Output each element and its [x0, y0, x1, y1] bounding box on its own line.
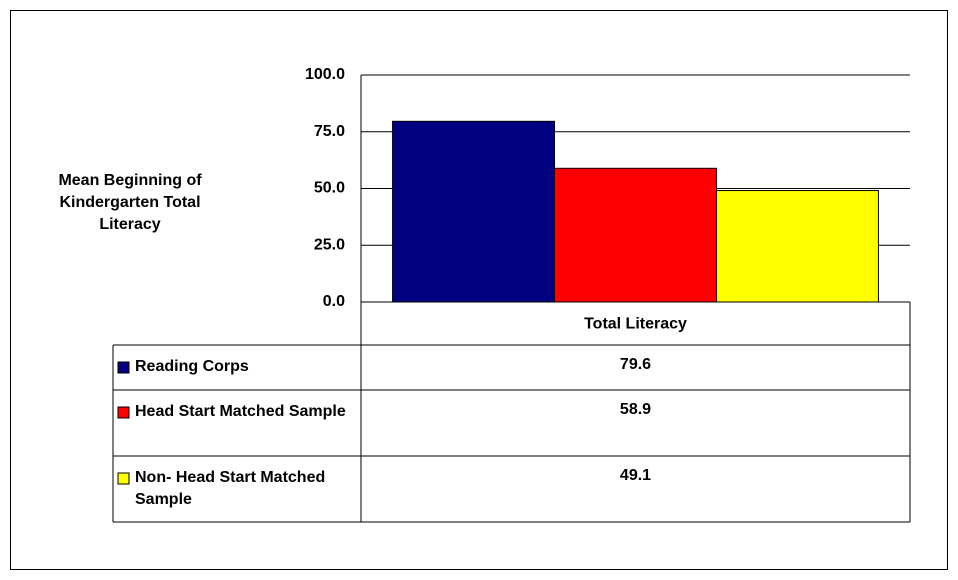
bar: [392, 120, 556, 303]
bar: [554, 167, 717, 303]
y-tick-label: 0.0: [323, 293, 345, 310]
y-tick-label: 75.0: [314, 123, 345, 140]
legend-swatch: [117, 472, 130, 485]
legend-swatch: [117, 361, 130, 374]
table-value: 79.6: [620, 356, 651, 373]
legend-label: Head Start Matched Sample: [135, 403, 346, 420]
table-value: 58.9: [620, 401, 651, 418]
y-tick-label: 100.0: [305, 66, 345, 83]
y-tick-label: 25.0: [314, 236, 345, 253]
legend-swatch: [117, 406, 130, 419]
y-axis-label-text: Mean Beginning of Kindergarten Total Lit…: [58, 172, 202, 233]
y-axis-label: Mean Beginning of Kindergarten Total Lit…: [30, 170, 230, 236]
bar: [715, 190, 879, 303]
y-tick-label: 50.0: [314, 180, 345, 197]
legend-label: Non- Head Start Matched Sample: [135, 469, 326, 508]
x-tick-label: Total Literacy: [584, 316, 687, 333]
legend-label: Reading Corps: [135, 358, 249, 375]
table-value: 49.1: [620, 467, 651, 484]
